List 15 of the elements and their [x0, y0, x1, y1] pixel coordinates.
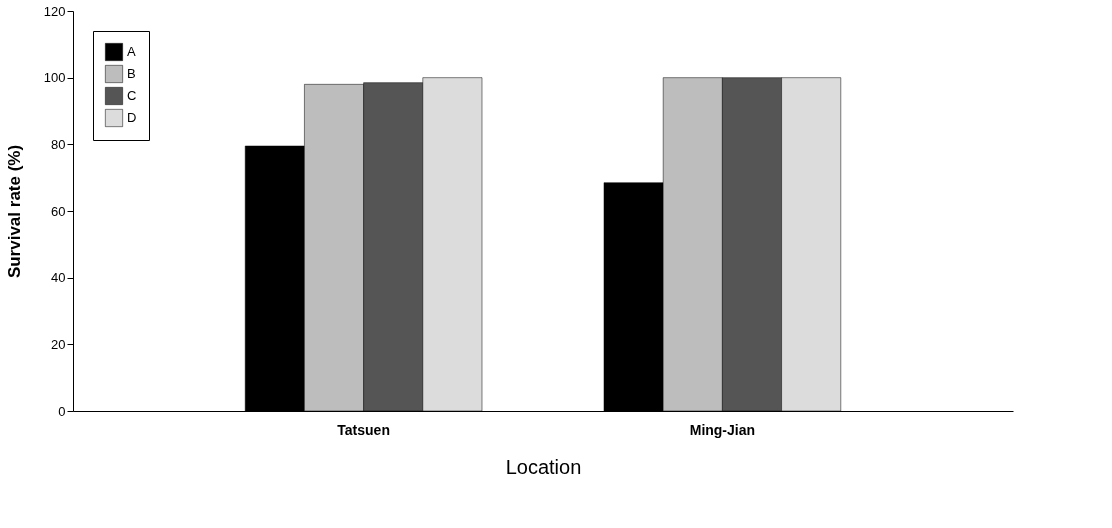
legend-label: D	[127, 110, 137, 125]
x-tick-label: Tatsuen	[337, 421, 390, 438]
y-tick-label: 40	[51, 270, 66, 286]
legend-label: B	[127, 66, 136, 81]
y-tick-label: 120	[43, 3, 66, 19]
y-tick-label: 100	[43, 70, 66, 86]
y-axis-title: Survival rate (%)	[4, 144, 24, 279]
y-tick-label: 0	[58, 403, 66, 419]
x-tick-label: Ming-Jian	[689, 421, 756, 438]
x-axis-title: Location	[505, 455, 582, 478]
y-tick-label: 80	[51, 136, 66, 152]
y-tick-label: 60	[51, 203, 66, 219]
y-tick-label: 20	[51, 336, 66, 352]
legend-label: C	[127, 88, 137, 103]
legend-label: A	[127, 44, 136, 59]
